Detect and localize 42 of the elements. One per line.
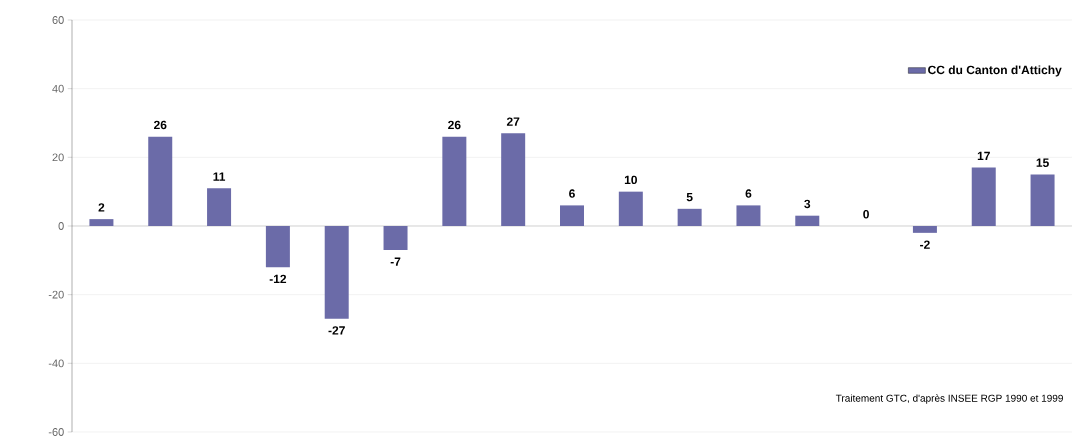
bar xyxy=(265,225,290,268)
data-label: 10 xyxy=(624,175,637,185)
data-label: 0 xyxy=(863,209,869,219)
bar xyxy=(618,191,643,226)
bar xyxy=(383,225,408,251)
data-label: 26 xyxy=(154,120,167,130)
data-label: 27 xyxy=(506,117,520,126)
data-label: -2 xyxy=(920,240,930,249)
y-tick-label: -40 xyxy=(48,359,64,368)
bar xyxy=(501,133,526,226)
bar xyxy=(912,225,937,233)
bar xyxy=(442,136,467,226)
bar xyxy=(207,188,232,226)
y-tick-label: 40 xyxy=(52,84,64,93)
data-label: 5 xyxy=(686,192,693,202)
legend-label: CC du Canton d'Attichy xyxy=(928,65,1062,77)
data-label: 3 xyxy=(804,199,811,209)
data-label: 11 xyxy=(213,172,226,181)
bar xyxy=(1030,174,1055,226)
bar xyxy=(677,208,702,226)
data-label: 6 xyxy=(569,189,575,198)
data-label: -12 xyxy=(269,274,287,284)
bar xyxy=(148,136,173,226)
data-label: 6 xyxy=(745,189,752,198)
y-tick-label: 0 xyxy=(58,222,64,230)
data-label: 17 xyxy=(977,151,990,161)
y-tick-label: 60 xyxy=(52,16,64,24)
bar xyxy=(560,205,584,226)
data-label: 26 xyxy=(448,120,461,130)
data-label: 2 xyxy=(98,203,105,212)
bar xyxy=(971,167,996,226)
data-label: 15 xyxy=(1036,158,1049,167)
bar xyxy=(324,225,349,319)
annotation: Traitement GTC, d'après INSEE RGP 1990 et 1999 xyxy=(835,394,1063,404)
y-tick-label: -60 xyxy=(48,428,64,436)
y-tick-label: 20 xyxy=(52,153,64,162)
bar xyxy=(736,205,761,226)
y-tick-label: -20 xyxy=(48,290,64,299)
bar xyxy=(795,215,820,226)
bar xyxy=(89,219,114,226)
data-label: -27 xyxy=(328,326,345,335)
data-label: -7 xyxy=(390,257,401,266)
